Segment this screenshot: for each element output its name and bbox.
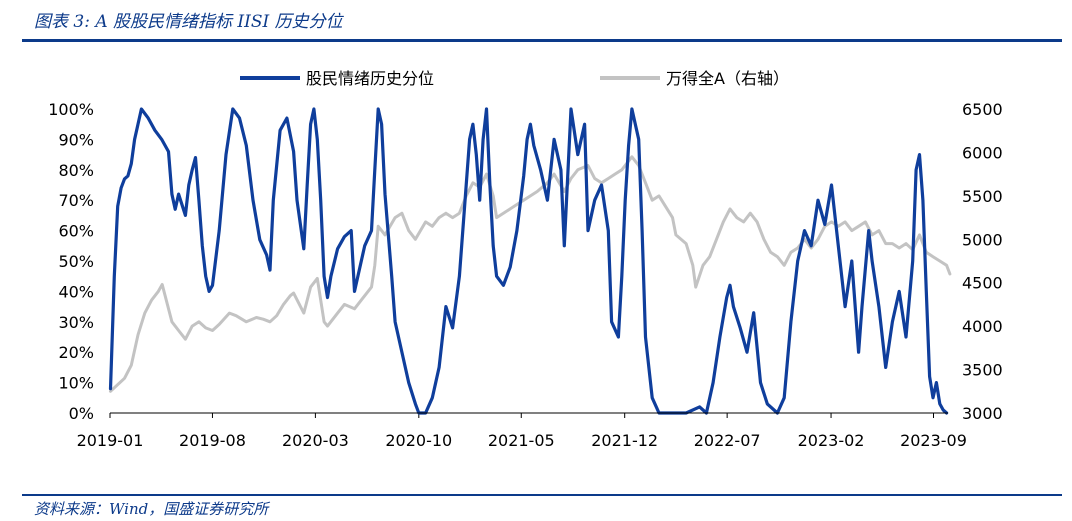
- right-tick-label: 6000: [962, 143, 1003, 162]
- left-tick-label: 50%: [58, 252, 94, 271]
- left-tick-label: 90%: [58, 130, 94, 149]
- title-rule: [22, 39, 1062, 42]
- right-axis-ticks: 3000 3500 4000 4500 5000 5500 6000 6500: [962, 100, 1003, 423]
- footer-rule: [22, 494, 1062, 496]
- left-tick-label: 20%: [58, 343, 94, 362]
- right-tick-label: 3500: [962, 361, 1003, 380]
- x-tick-label: 2023-02: [798, 431, 865, 450]
- left-tick-label: 10%: [58, 374, 94, 393]
- left-tick-label: 0%: [69, 404, 94, 423]
- x-tick-label: 2021-12: [591, 431, 658, 450]
- chart-legend: 股民情绪历史分位 万得全A（右轴）: [240, 69, 789, 88]
- x-axis-ticks: 2019-01 2019-08 2020-03 2020-10 2021-05 2021-…: [77, 413, 967, 450]
- x-tick-label: 2019-01: [77, 431, 144, 450]
- left-tick-label: 80%: [58, 161, 94, 180]
- source-note: 资料来源：Wind，国盛证券研究所: [34, 500, 269, 518]
- right-tick-label: 5000: [962, 230, 1003, 249]
- x-tick-label: 2020-10: [385, 431, 452, 450]
- x-tick-label: 2021-05: [488, 431, 555, 450]
- x-tick-label: 2023-09: [900, 431, 967, 450]
- right-tick-label: 4500: [962, 274, 1003, 293]
- right-tick-label: 5500: [962, 187, 1003, 206]
- left-axis-ticks: 0% 10% 20% 30% 40% 50% 60% 70% 80% 90% 100%: [48, 100, 94, 423]
- right-tick-label: 4000: [962, 317, 1003, 336]
- x-tick-label: 2022-07: [694, 431, 761, 450]
- series-layer: [108, 107, 952, 415]
- x-tick-label: 2019-08: [179, 431, 246, 450]
- series-line-wind-a: [109, 155, 952, 393]
- legend-label-wind-a: 万得全A（右轴）: [666, 69, 789, 88]
- left-tick-label: 60%: [58, 222, 94, 241]
- legend-label-sentiment: 股民情绪历史分位: [306, 69, 434, 88]
- figure-title: 图表 3: A 股股民情绪指标 IISI 历史分位: [34, 12, 343, 32]
- right-tick-label: 6500: [962, 100, 1003, 119]
- left-tick-label: 40%: [58, 282, 94, 301]
- left-tick-label: 70%: [58, 191, 94, 210]
- series-line-sentiment: [108, 107, 949, 415]
- right-tick-label: 3000: [962, 404, 1003, 423]
- x-tick-label: 2020-03: [282, 431, 349, 450]
- left-tick-label: 30%: [58, 313, 94, 332]
- left-tick-label: 100%: [48, 100, 94, 119]
